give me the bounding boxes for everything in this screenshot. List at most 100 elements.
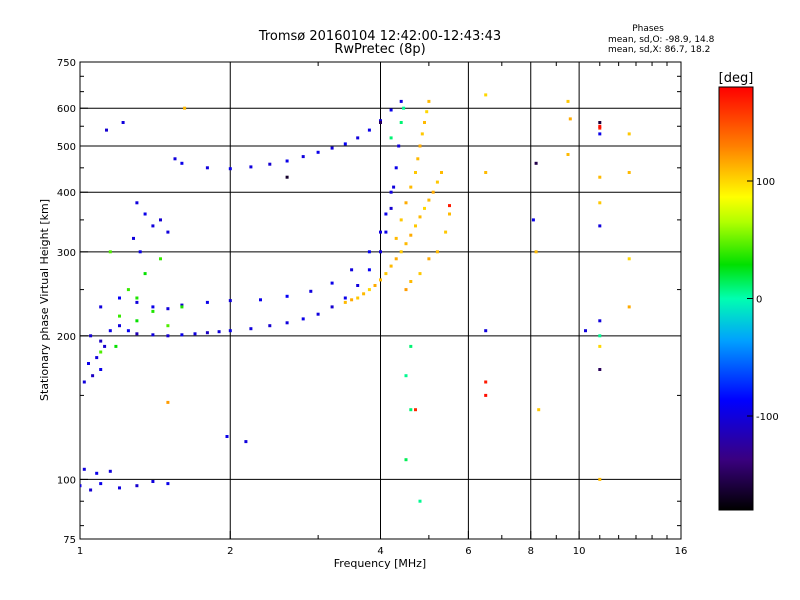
colorbar-ticks: 100 0 -100 [747, 177, 779, 423]
data-point [228, 299, 232, 303]
data-point [301, 317, 305, 321]
data-point [180, 161, 184, 165]
data-point [394, 236, 398, 240]
data-point [183, 106, 187, 110]
data-point [448, 212, 451, 216]
data-point [416, 157, 420, 161]
data-point [427, 198, 431, 202]
data-point [409, 185, 413, 189]
data-point [166, 400, 170, 404]
data-point [598, 224, 602, 228]
data-point [402, 106, 406, 110]
x-tick-label: 2 [227, 546, 233, 557]
data-point [384, 212, 388, 216]
colorbar-tick-label: -100 [756, 412, 779, 423]
data-point [330, 305, 334, 309]
data-point [418, 272, 422, 276]
data-point [598, 124, 602, 128]
data-point [397, 144, 401, 148]
data-point [484, 329, 488, 333]
y-tick-label: 500 [57, 142, 76, 153]
data-point [584, 329, 587, 333]
data-point [159, 257, 162, 261]
x-tick-label: 4 [377, 546, 383, 557]
data-point [99, 339, 103, 343]
data-point [379, 119, 382, 123]
data-point [135, 319, 139, 323]
data-point [180, 305, 184, 309]
data-point [404, 458, 408, 462]
data-point [425, 110, 429, 114]
data-point [409, 280, 413, 283]
data-point [108, 250, 112, 254]
data-point [566, 99, 570, 103]
data-point [173, 157, 177, 161]
data-point [404, 242, 408, 246]
data-point [135, 300, 139, 304]
data-point [159, 218, 162, 222]
data-point [121, 121, 125, 124]
data-point [316, 150, 320, 154]
data-point [114, 344, 118, 348]
data-point [399, 250, 403, 254]
data-point [531, 218, 535, 222]
data-point [389, 206, 393, 210]
chart-subtitle: RwPretec (8p) [334, 42, 425, 57]
data-point [91, 374, 95, 378]
data-point [87, 362, 90, 365]
data-point [598, 334, 602, 338]
data-point [367, 268, 371, 272]
data-point [394, 257, 398, 261]
data-point [384, 230, 388, 234]
data-point [423, 206, 426, 210]
data-point [151, 309, 155, 313]
data-point [414, 408, 417, 412]
chart-title: Tromsø 20160104 12:42:00-12:43:43 [258, 29, 501, 44]
data-point [537, 408, 541, 412]
data-point [343, 296, 347, 300]
data-point [598, 121, 602, 124]
phases-heading: Phases [632, 24, 664, 34]
data-point [89, 334, 93, 338]
data-point [193, 332, 197, 336]
data-point [228, 167, 232, 171]
data-point [356, 284, 360, 287]
data-point [409, 408, 413, 412]
data-point [598, 175, 602, 179]
data-point [118, 314, 121, 318]
data-point [151, 224, 155, 228]
data-point [166, 482, 170, 486]
data-point [166, 324, 170, 328]
data-point [89, 488, 93, 492]
data-point [484, 93, 488, 97]
data-point [99, 305, 103, 309]
data-point [379, 121, 382, 124]
data-point [440, 171, 443, 174]
data-point [151, 305, 155, 309]
data-point [627, 132, 631, 136]
data-point [367, 288, 371, 292]
data-point [99, 368, 103, 371]
y-tick-label: 600 [57, 104, 76, 115]
x-tick-label: 6 [465, 546, 471, 557]
data-point [384, 272, 388, 276]
data-point [135, 332, 139, 336]
data-point [80, 484, 82, 488]
data-point [404, 201, 408, 205]
data-point [350, 298, 354, 302]
x-tick-label: 16 [675, 546, 688, 557]
data-points [80, 93, 631, 503]
data-point [568, 117, 572, 121]
data-point [205, 166, 209, 170]
data-point [534, 161, 538, 165]
data-point [356, 136, 360, 140]
data-point [143, 212, 147, 216]
y-axis-label: Stationary phase Virtual Height [km] [38, 199, 51, 401]
data-point [399, 121, 403, 124]
data-point [108, 329, 112, 333]
data-point [389, 108, 393, 112]
data-point [82, 467, 86, 471]
data-point [418, 144, 422, 148]
data-point [285, 321, 289, 325]
